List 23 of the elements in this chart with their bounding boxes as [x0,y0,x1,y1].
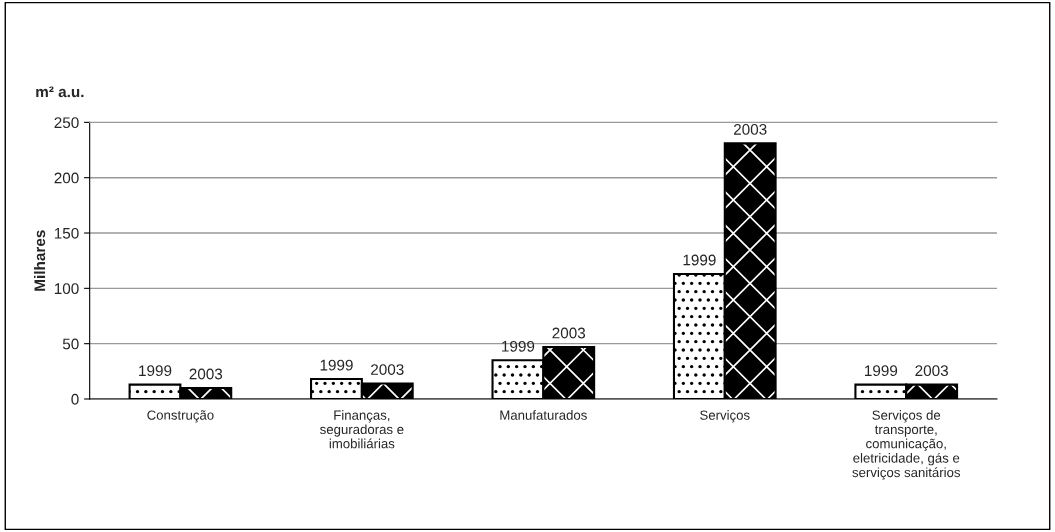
y-axis-title: Milhares [33,230,46,291]
y-tick-label: 250 [54,117,79,129]
text: 2003 [915,365,948,377]
x-tick-label: Construção [147,410,214,423]
x-tick-label: Serviços [700,410,750,423]
y-tick-label: 50 [62,338,79,350]
text: m² a.u. [36,86,84,98]
text: 2003 [371,364,404,375]
series-label: 1999 [502,340,535,352]
series-label: 2003 [733,124,767,135]
text: 1999 [683,254,716,266]
text: 1999 [865,365,898,377]
y-tick-label: 0 [71,393,79,405]
y-tick-label: 200 [54,172,79,184]
y-tick-label: 150 [54,227,79,239]
text: 2003 [189,368,223,380]
x-tick-label: Serviços de transporte, comunicação, eletricidade, gás e serviços sanitários [852,410,961,480]
x-tick-label: Manufaturados [500,410,587,420]
x-tick-label: Finanças, seguradoras e imobiliárias [320,410,404,449]
text: 2003 [552,327,586,339]
text: 1999 [139,365,172,377]
text: 1999 [320,359,353,371]
y-tick-label: 100 [54,283,79,295]
